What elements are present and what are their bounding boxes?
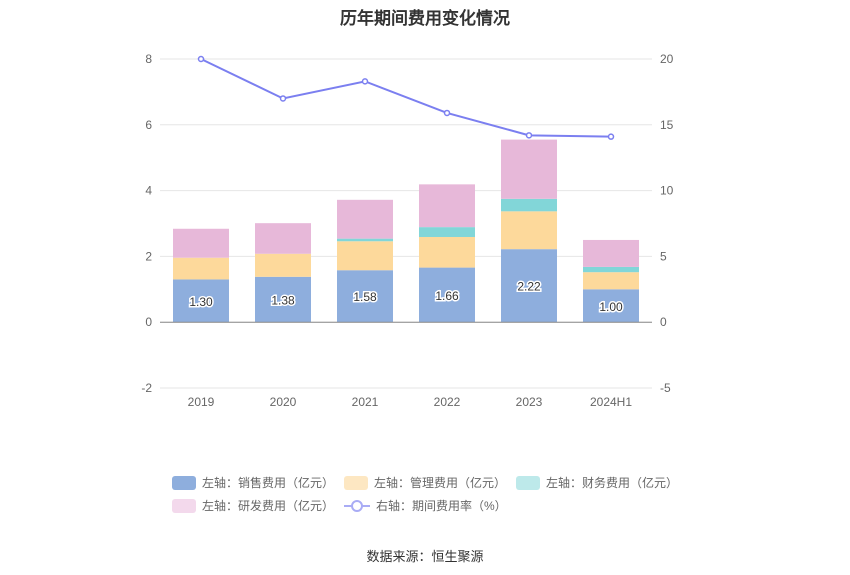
bar-sales — [337, 270, 393, 323]
legend-label-sales: 左轴：销售费用（亿元） — [202, 476, 335, 490]
legend-swatch-rnd — [172, 498, 196, 513]
bar-sales — [255, 276, 311, 323]
bar-finance — [583, 266, 639, 273]
expense-rate-point — [197, 55, 205, 63]
left-tick-label: 0 — [145, 315, 152, 329]
bar-rnd — [419, 184, 475, 228]
bar-data-labels: 1.30 1.38 1.58 1.66 2.22 1.00 — [188, 278, 625, 315]
grid-lines — [160, 58, 652, 389]
bar-sales — [501, 249, 557, 323]
expense-rate-point — [279, 95, 287, 102]
bar-sales — [583, 289, 639, 323]
right-tick-label: 10 — [660, 184, 674, 198]
bar-finance — [419, 227, 475, 237]
left-tick-label: 6 — [145, 118, 152, 132]
bar-data-label: 1.00 — [599, 300, 623, 314]
x-tick-label: 2019 — [188, 395, 215, 409]
expense-rate-line — [197, 55, 615, 140]
chart-title: 历年期间费用变化情况 — [340, 9, 510, 28]
bars — [173, 139, 639, 323]
bar-data-label: 1.66 — [435, 289, 459, 303]
legend-label-rate: 右轴：期间费用率（%） — [376, 499, 507, 513]
bar-rnd — [255, 223, 311, 254]
bar-rnd — [501, 139, 557, 199]
expense-rate-point — [443, 109, 451, 117]
legend-swatch-finance — [516, 475, 540, 490]
bar-data-label: 1.58 — [353, 290, 377, 304]
bar-rnd — [173, 228, 229, 258]
bar-admin — [337, 241, 393, 271]
right-tick-label: 15 — [660, 118, 674, 132]
expense-rate-point — [525, 132, 533, 139]
legend-line-marker-icon — [344, 499, 370, 512]
legend-item-finance[interactable]: 左轴：财务费用（亿元） — [516, 474, 678, 491]
left-tick-label: -2 — [141, 381, 152, 395]
right-tick-label: 20 — [660, 52, 674, 66]
bar-rnd — [337, 199, 393, 239]
x-tick-label: 2022 — [434, 395, 461, 409]
legend-item-sales[interactable]: 左轴：销售费用（亿元） — [172, 474, 334, 491]
bar-admin — [173, 257, 229, 280]
expense-rate-polyline — [200, 58, 612, 138]
x-tick-label: 2020 — [270, 395, 297, 409]
legend-swatch-admin — [344, 475, 368, 490]
left-tick-label: 2 — [145, 249, 152, 263]
left-tick-label: 8 — [145, 52, 152, 66]
bar-data-label: 1.38 — [271, 293, 295, 307]
bar-admin — [583, 272, 639, 290]
right-tick-label: 0 — [660, 315, 667, 329]
legend-item-rnd[interactable]: 左轴：研发费用（亿元） — [172, 497, 334, 514]
source-note: 数据来源：恒生聚源 — [366, 549, 484, 564]
bar-rnd — [583, 239, 639, 267]
bar-sales — [419, 267, 475, 323]
legend-label-admin: 左轴：管理费用（亿元） — [374, 476, 507, 490]
bar-finance — [337, 238, 393, 242]
bar-sales — [173, 279, 229, 323]
x-tick-label: 2021 — [352, 395, 379, 409]
bar-data-label: 2.22 — [517, 280, 541, 294]
legend-label-rnd: 左轴：研发费用（亿元） — [202, 499, 335, 513]
right-tick-label: -5 — [660, 381, 671, 395]
expense-rate-point — [361, 78, 369, 85]
x-tick-label: 2023 — [516, 395, 543, 409]
expense-rate-point — [607, 133, 615, 140]
bar-admin — [255, 253, 311, 277]
legend-item-rate[interactable]: 右轴：期间费用率（%） — [344, 497, 507, 514]
x-axis: 2019 2020 2021 2022 2023 2024H1 — [160, 321, 652, 409]
x-tick-label: 2024H1 — [590, 395, 632, 409]
legend-item-admin[interactable]: 左轴：管理费用（亿元） — [344, 474, 506, 491]
right-tick-label: 5 — [660, 249, 667, 263]
bar-data-label: 1.30 — [189, 295, 213, 309]
bar-finance — [501, 198, 557, 212]
left-tick-label: 4 — [145, 184, 152, 198]
legend-swatch-sales — [172, 475, 196, 490]
right-axis-ticks: -5 0 5 10 15 20 — [660, 52, 674, 395]
legend-label-finance: 左轴：财务费用（亿元） — [546, 476, 679, 490]
bar-admin — [419, 236, 475, 268]
bar-admin — [501, 211, 557, 250]
left-axis-ticks: -2 0 2 4 6 8 — [141, 52, 152, 395]
